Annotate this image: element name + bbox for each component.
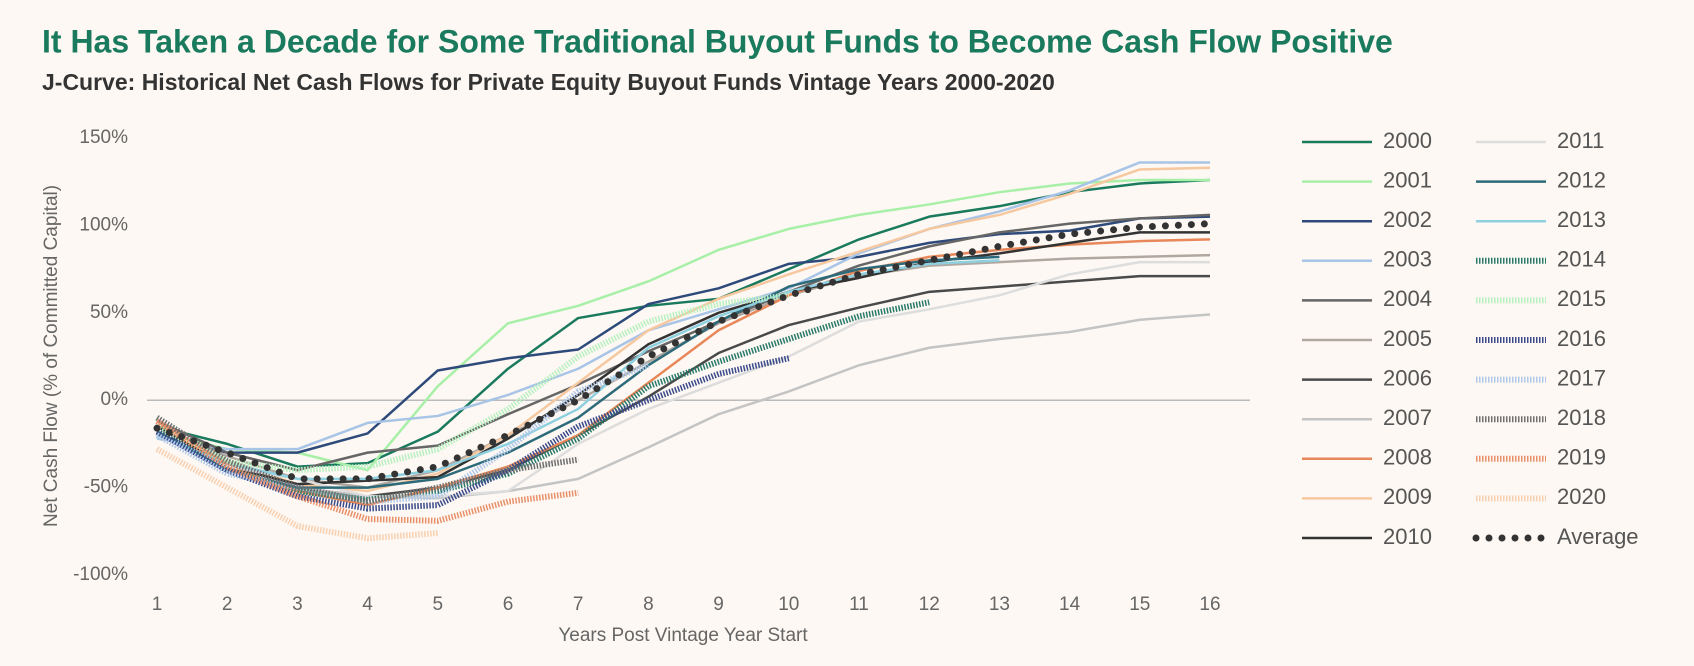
y-tick-label: 100% — [79, 214, 128, 235]
legend-label: 2013 — [1557, 207, 1606, 232]
legend-label: 2009 — [1383, 484, 1432, 509]
chart-title: It Has Taken a Decade for Some Tradition… — [42, 23, 1393, 59]
legend-label: 2019 — [1557, 445, 1606, 470]
x-tick-label: 13 — [989, 594, 1010, 615]
x-tick-label: 10 — [778, 594, 799, 615]
legend-label: 2018 — [1557, 405, 1606, 430]
x-axis-label: Years Post Vintage Year Start — [558, 625, 808, 646]
x-tick-label: 1 — [152, 594, 163, 615]
legend-label: 2006 — [1383, 365, 1432, 390]
legend-label: 2004 — [1383, 286, 1432, 311]
legend-label: 2000 — [1383, 128, 1432, 153]
x-tick-label: 14 — [1059, 594, 1081, 615]
legend-label: 2007 — [1383, 405, 1432, 430]
legend-label: 2017 — [1557, 365, 1606, 390]
series-line — [156, 178, 1210, 472]
series-line — [156, 161, 1210, 451]
series-line — [155, 299, 930, 503]
legend-label: 2016 — [1557, 326, 1606, 351]
x-tick-label: 5 — [433, 594, 444, 615]
legend-label: 2014 — [1557, 247, 1606, 272]
series-line — [156, 231, 1210, 486]
x-tick-label: 2 — [222, 594, 233, 615]
x-tick-label: 8 — [643, 594, 654, 615]
y-tick-label: -50% — [84, 477, 128, 498]
legend-label: 2002 — [1383, 207, 1432, 232]
x-tick-label: 12 — [919, 594, 940, 615]
series-line — [153, 220, 1214, 483]
y-tick-label: 150% — [79, 127, 128, 148]
x-tick-label: 11 — [849, 594, 869, 615]
series-line — [155, 415, 579, 505]
series-line — [155, 355, 790, 512]
legend-label: 2020 — [1557, 484, 1606, 509]
legend-label: 2010 — [1383, 524, 1432, 549]
legend-label: 2012 — [1557, 167, 1606, 192]
x-tick-label: 4 — [362, 594, 373, 615]
series-line — [155, 446, 439, 542]
series-line — [155, 362, 650, 505]
x-tick-label: 9 — [713, 594, 724, 615]
legend-label: 2003 — [1383, 247, 1432, 272]
legend-label: 2008 — [1383, 445, 1432, 470]
chart-subtitle: J-Curve: Historical Net Cash Flows for P… — [42, 69, 1055, 95]
series-line — [156, 255, 1000, 489]
y-tick-label: -100% — [73, 564, 128, 585]
y-axis-label: Net Cash Flow (% of Committed Capital) — [41, 185, 62, 527]
x-tick-label: 15 — [1129, 594, 1150, 615]
x-tick-label: 6 — [503, 594, 514, 615]
y-tick-label: 0% — [101, 389, 129, 410]
legend-label: 2015 — [1557, 286, 1606, 311]
series-line — [156, 215, 1211, 454]
legend-label: Average — [1557, 524, 1639, 549]
series-line — [156, 213, 1211, 472]
legend-label: 2005 — [1383, 326, 1432, 351]
x-tick-label: 16 — [1199, 594, 1220, 615]
y-tick-label: 50% — [90, 302, 128, 323]
series-line — [155, 292, 790, 474]
legend-label: 2011 — [1557, 128, 1604, 153]
x-tick-label: 7 — [573, 594, 584, 615]
legend-label: 2001 — [1383, 167, 1432, 192]
x-tick-label: 3 — [292, 594, 303, 615]
series-line — [156, 178, 1211, 468]
